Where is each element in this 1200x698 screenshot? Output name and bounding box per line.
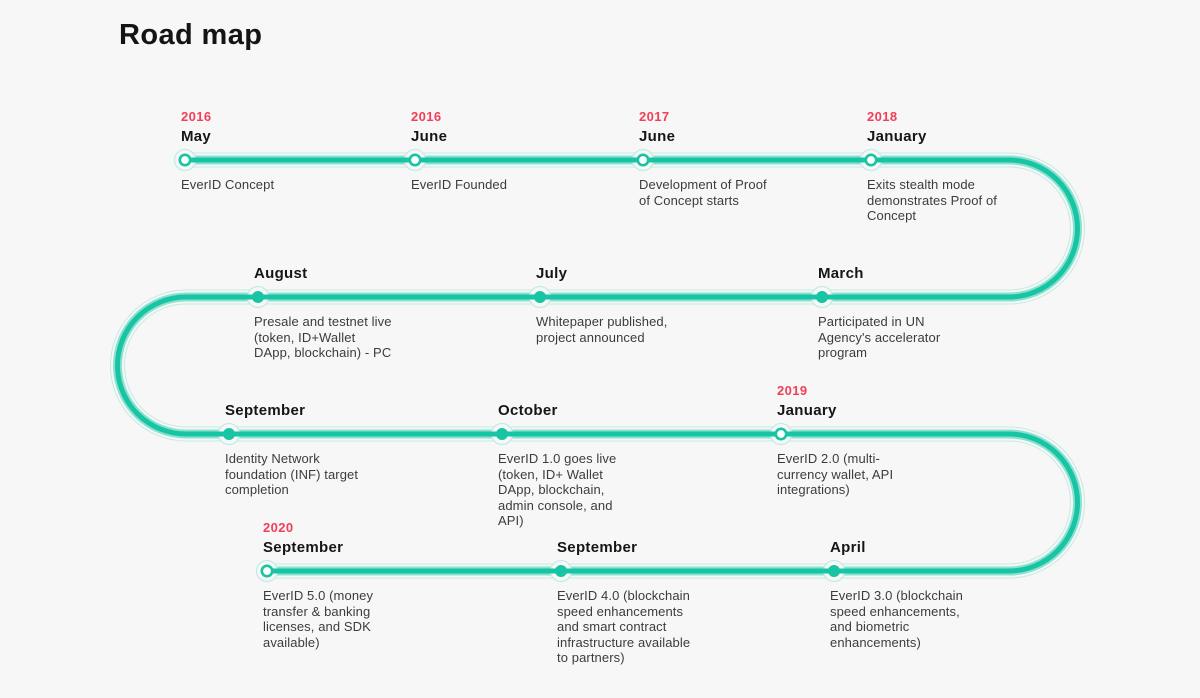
timeline-node-filled-icon xyxy=(534,291,546,303)
milestone-description: Whitepaper published, project announced xyxy=(536,314,668,345)
milestone-description: EverID Founded xyxy=(411,177,508,192)
milestone-month: January xyxy=(867,128,927,145)
milestone-description: Identity Network foundation (INF) target… xyxy=(225,451,359,497)
timeline-nodes xyxy=(178,153,878,578)
timeline-node-open-icon xyxy=(774,427,788,441)
timeline-node-filled-icon xyxy=(828,565,840,577)
timeline-node-open-icon xyxy=(864,153,878,167)
milestone-description: EverID Concept xyxy=(181,177,275,192)
milestone-description: Presale and testnet live (token, ID+Wall… xyxy=(254,314,392,360)
timeline-node-filled-icon xyxy=(252,291,264,303)
milestone-year: 2017 xyxy=(639,109,670,124)
milestone-month: June xyxy=(411,128,448,145)
timeline-node-open-icon xyxy=(260,564,274,578)
milestone-month: August xyxy=(254,265,308,282)
timeline-node-open-icon xyxy=(178,153,192,167)
milestone-month: July xyxy=(536,265,568,282)
timeline-node-filled-icon xyxy=(223,428,235,440)
milestone-month: January xyxy=(777,402,837,419)
milestone-month: April xyxy=(830,539,866,556)
timeline-node-open-icon xyxy=(636,153,650,167)
milestone-month: May xyxy=(181,128,212,145)
milestone-description: Exits stealth mode demonstrates Proof of… xyxy=(867,177,997,223)
milestone-description: EverID 3.0 (blockchain speed enhancement… xyxy=(830,588,963,650)
timeline-node-filled-icon xyxy=(496,428,508,440)
milestone-month: June xyxy=(639,128,676,145)
milestone-year: 2016 xyxy=(411,109,442,124)
milestone-description: EverID 2.0 (multi- currency wallet, API … xyxy=(777,451,894,497)
milestone-year: 2019 xyxy=(777,383,808,398)
milestone-description: Participated in UN Agency's accelerator … xyxy=(818,314,941,360)
milestone-month: September xyxy=(225,402,306,419)
timeline-node-filled-icon xyxy=(816,291,828,303)
milestone-month: September xyxy=(557,539,638,556)
milestone-year: 2018 xyxy=(867,109,898,124)
milestone-description: Development of Proof of Concept starts xyxy=(639,177,767,208)
milestone-description: EverID 5.0 (money transfer & banking lic… xyxy=(263,588,374,650)
page-title: Road map xyxy=(119,19,263,51)
milestone-month: October xyxy=(498,402,558,419)
milestone-year: 2020 xyxy=(263,520,294,535)
timeline-node-open-icon xyxy=(408,153,422,167)
milestone-year: 2016 xyxy=(181,109,212,124)
milestone-month: September xyxy=(263,539,344,556)
timeline-node-filled-icon xyxy=(555,565,567,577)
milestone-description: EverID 1.0 goes live (token, ID+ Wallet … xyxy=(498,451,617,528)
milestone-month: March xyxy=(818,265,864,282)
milestone-description: EverID 4.0 (blockchain speed enhancement… xyxy=(557,588,691,665)
